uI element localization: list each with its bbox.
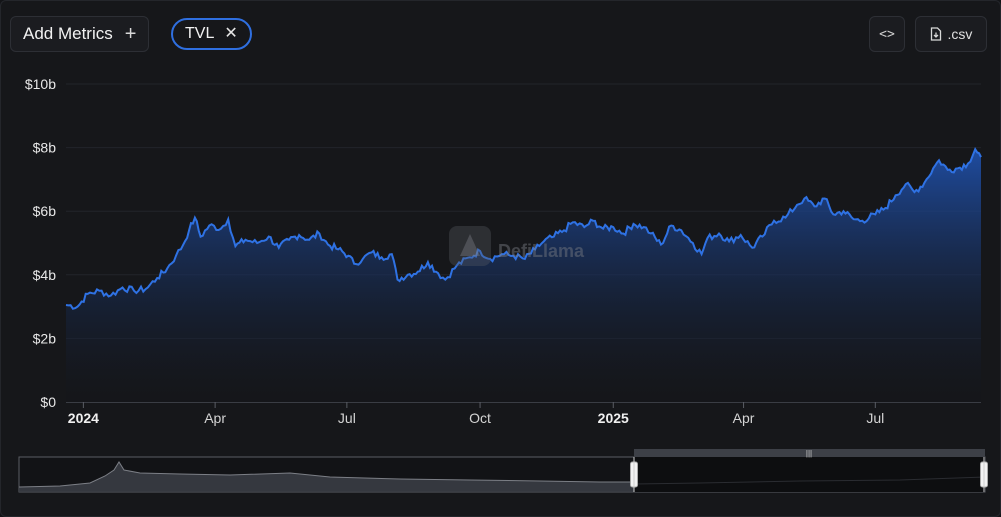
y-axis: $0 $2b $4b $6b $8b $10b — [25, 76, 56, 410]
y-tick-label: $4b — [33, 267, 57, 283]
chart-toolbar: Add Metrics + TVL ✕ <> .csv — [10, 16, 987, 54]
code-icon: <> — [879, 26, 895, 42]
download-csv-button[interactable]: .csv — [915, 16, 987, 52]
x-tick-label: Apr — [733, 410, 755, 426]
plus-icon: + — [124, 23, 137, 45]
x-axis: 2024 Apr Jul Oct 2025 Apr Jul — [68, 402, 884, 426]
tvl-area — [66, 149, 981, 402]
metric-chip-tvl[interactable]: TVL ✕ — [171, 18, 252, 50]
y-tick-label: $6b — [33, 203, 57, 219]
x-tick-label: 2025 — [598, 410, 629, 426]
x-tick-label: Apr — [204, 410, 226, 426]
watermark: DefiLlama — [449, 226, 585, 266]
x-tick-label: Jul — [866, 410, 884, 426]
add-metrics-button[interactable]: Add Metrics + — [10, 16, 150, 52]
zoom-slider[interactable]: ||| — [18, 449, 988, 493]
defillama-logo — [449, 226, 491, 266]
x-tick-label: Jul — [338, 410, 356, 426]
add-metrics-label: Add Metrics — [23, 24, 113, 43]
x-tick-label: 2024 — [68, 410, 99, 426]
y-tick-label: $8b — [33, 140, 57, 156]
watermark-text: DefiLlama — [498, 241, 585, 261]
grip-icon: ||| — [806, 449, 812, 458]
zoom-selection[interactable] — [634, 457, 985, 492]
csv-label: .csv — [947, 26, 973, 42]
file-download-icon — [930, 27, 941, 41]
y-tick-label: $0 — [40, 394, 56, 410]
metric-chip-label: TVL — [185, 25, 215, 42]
y-tick-label: $10b — [25, 76, 56, 92]
x-tick-label: Oct — [469, 410, 491, 426]
zoom-overview-line — [18, 461, 634, 488]
close-icon[interactable]: ✕ — [224, 25, 238, 42]
embed-code-button[interactable]: <> — [869, 16, 905, 52]
zoom-drag-bar[interactable] — [634, 449, 985, 457]
y-tick-label: $2b — [33, 330, 57, 346]
tvl-line — [65, 146, 982, 310]
